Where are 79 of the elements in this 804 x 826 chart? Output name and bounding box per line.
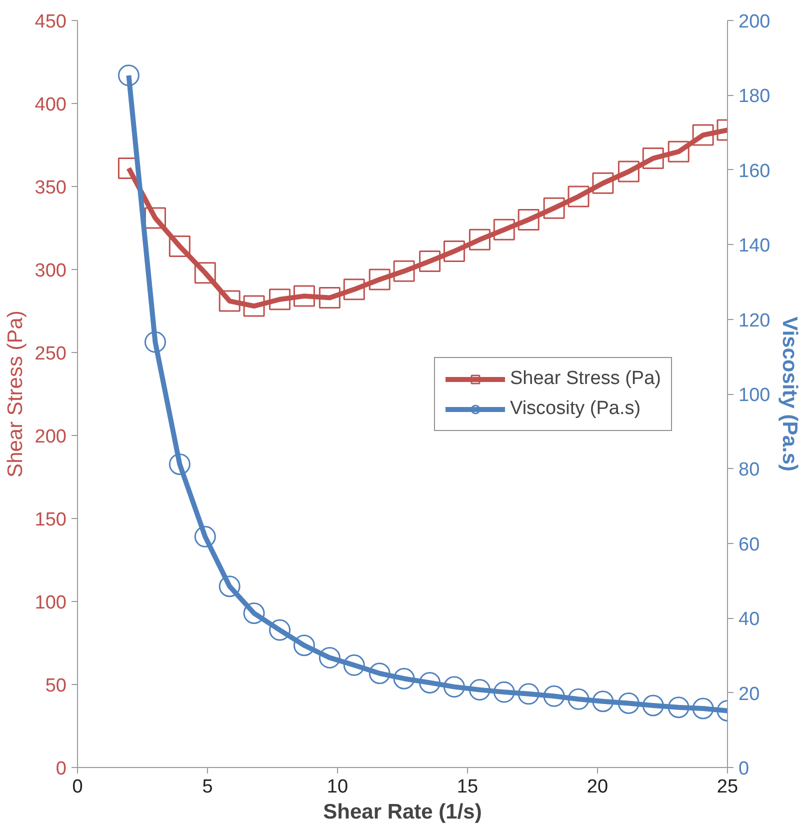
x-tick-label: 15 [456,776,478,798]
point [493,681,515,703]
y-tick-label: 450 [34,12,66,32]
point [318,286,340,308]
y2-tick-label: 160 [738,160,770,182]
y-tick-label: 150 [34,510,66,530]
point [468,228,490,250]
y-tick-label: 100 [34,592,66,614]
y2-tick-label: 100 [738,385,770,406]
point [218,290,240,312]
y2-tick-label: 60 [738,534,760,556]
y2-tick-label: 180 [738,86,770,108]
point [568,186,590,208]
y-tick-label: 200 [34,426,66,448]
point [468,679,490,701]
point [618,160,640,182]
point [343,654,365,676]
point [419,672,441,694]
y-tick-label: 250 [34,344,66,364]
point [518,683,540,705]
point [692,124,714,146]
point [668,140,690,162]
point [218,576,240,598]
x-axis-title: Shear Rate (1/s) [323,800,482,824]
y-tick-label: 300 [34,260,66,282]
point [243,295,265,317]
point [194,526,216,548]
point [269,619,291,641]
x-tick-label: 10 [326,776,348,798]
point [568,688,590,710]
point [443,240,465,262]
y-axis-title: Shear Stress (Pa) [4,310,27,478]
point [293,285,315,307]
point [543,685,565,707]
point [393,668,415,690]
point [493,218,515,240]
point [194,262,216,284]
x-tick-label: 0 [72,776,83,798]
point [168,453,190,475]
point [343,278,365,300]
point [518,208,540,230]
y2-tick-label: 140 [738,236,770,257]
y-tick-label: 400 [34,94,66,116]
point [642,148,664,170]
point [419,250,441,272]
point [692,698,714,720]
point [269,288,291,310]
point [293,634,315,656]
y2-tick-label: 200 [738,12,770,32]
legend-label: Shear Stress (Pa) [510,368,661,390]
point [592,172,614,194]
y2-tick-label: 0 [738,758,750,780]
point [168,236,190,258]
point [543,197,565,219]
point [144,207,166,229]
point [443,676,465,698]
y2-tick-label: 20 [738,684,760,705]
point [668,696,690,718]
y-tick-label: 50 [45,676,67,696]
y2-axis-title: Viscosity (Pa.s) [778,316,802,472]
point [642,694,664,716]
point [393,260,415,282]
point [243,602,265,624]
point [318,646,340,668]
x-tick-label: 5 [202,776,213,798]
point [118,64,140,86]
point [592,690,614,712]
y-tick-label: 0 [56,758,67,780]
x-tick-label: 20 [586,776,608,798]
point [368,662,390,684]
y2-tick-label: 120 [738,310,770,332]
point [144,331,166,353]
y2-tick-label: 80 [738,460,760,481]
y2-tick-label: 40 [738,609,760,630]
legend-label: Viscosity (Pa.s) [510,398,641,420]
y-tick-label: 350 [34,178,66,198]
point [368,268,390,290]
point [618,692,640,714]
x-tick-label: 25 [716,776,738,798]
